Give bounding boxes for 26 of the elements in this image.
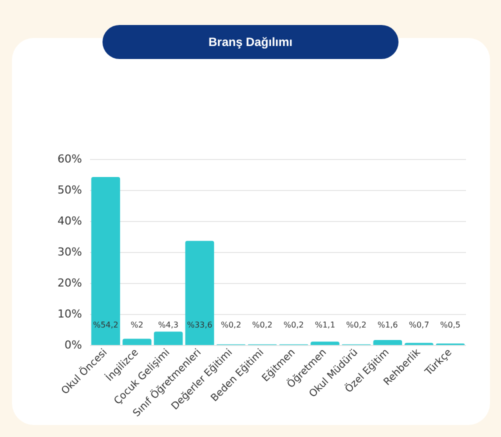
data-label: %0,2 (346, 320, 366, 330)
data-label: %2 (130, 320, 144, 330)
y-tick-label: 60% (58, 152, 82, 166)
data-label: %4,3 (158, 320, 178, 330)
data-label: %0,7 (408, 320, 430, 330)
data-label: %0,2 (220, 320, 242, 330)
data-label: %54,2 (92, 320, 118, 330)
chart-title: Branş Dağılımı (208, 35, 293, 49)
y-tick-label: 0% (64, 338, 82, 352)
data-label: %0,5 (440, 320, 460, 330)
data-label: %0,2 (284, 320, 304, 330)
bar (91, 176, 120, 345)
bar (373, 340, 402, 345)
data-label: %1,1 (314, 320, 336, 330)
data-label: %0,2 (252, 320, 272, 330)
y-tick-label: 20% (58, 276, 82, 290)
data-label: %33,6 (186, 320, 212, 330)
y-tick-label: 50% (58, 184, 82, 196)
y-tick-label: 40% (58, 214, 82, 228)
bar (310, 342, 340, 345)
bar (122, 338, 152, 345)
data-label: %1,6 (378, 320, 398, 330)
y-tick-label: 10% (58, 308, 82, 320)
y-tick-label: 30% (58, 246, 82, 258)
bar (154, 332, 183, 345)
bar (185, 240, 214, 345)
